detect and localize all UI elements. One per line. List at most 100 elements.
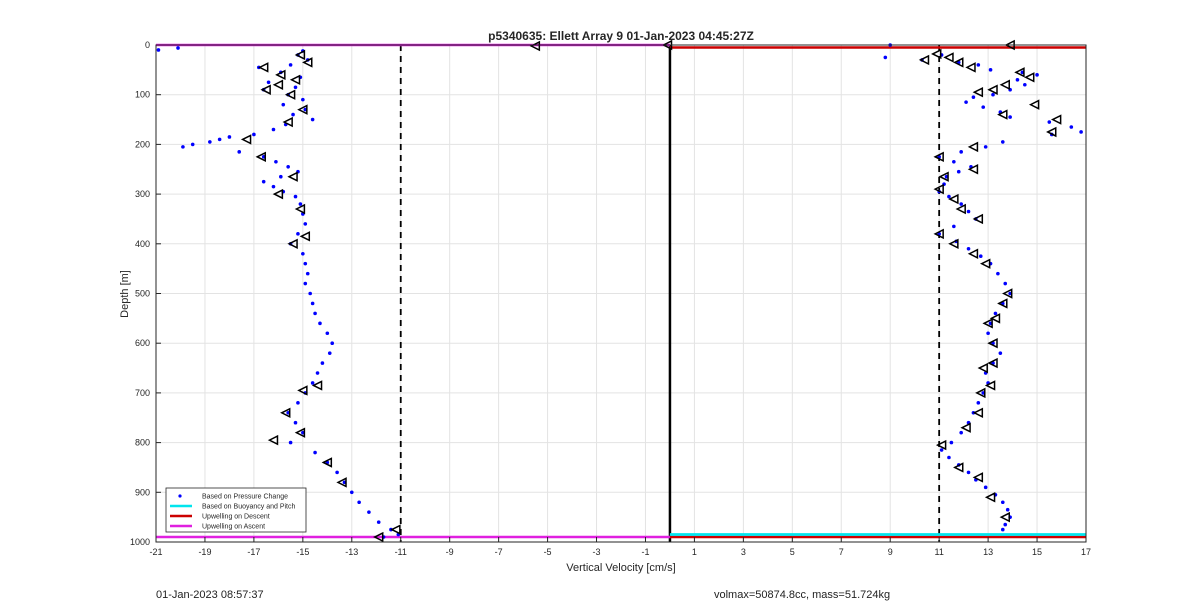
pressure-change-point (939, 448, 944, 452)
pressure-change-point (1015, 77, 1020, 82)
pressure-change-point (367, 510, 371, 514)
pressure-change-point (952, 224, 956, 229)
pressure-change-point (1008, 115, 1012, 119)
buoyancy-pitch-marker (302, 57, 313, 68)
buoyancy-pitch-marker (289, 74, 301, 86)
buoyancy-pitch-marker (1028, 99, 1040, 110)
buoyancy-pitch-marker (972, 472, 984, 483)
pressure-change-point (274, 159, 278, 164)
pressure-change-point (971, 95, 976, 99)
buoyancy-pitch-marker (931, 48, 942, 60)
buoyancy-pitch-marker (984, 492, 996, 503)
buoyancy-pitch-marker (260, 84, 271, 95)
pressure-change-point (1000, 140, 1005, 144)
buoyancy-pitch-marker (280, 407, 291, 418)
x-axis-ticks: -21 -19 -17 -15 -13 -11 -9 -7 -5 -3 -1 1 3 5 7 9 11 13 15 1… (149, 537, 1091, 557)
buoyancy-pitch-marker (933, 228, 944, 240)
pressure-change-point (303, 222, 308, 226)
pressure-change-point (308, 291, 312, 296)
reference-lines (399, 45, 941, 542)
y-tick-label: 0 (145, 40, 150, 50)
buoyancy-pitch-marker (984, 380, 996, 391)
buoyancy-pitch-marker (1024, 72, 1035, 83)
pressure-change-point (293, 194, 298, 199)
pressure-change-point (883, 55, 888, 60)
pressure-change-point (279, 174, 283, 179)
buoyancy-pitch-marker (272, 79, 284, 90)
pressure-change-point (998, 351, 1003, 355)
pressure-change-point (296, 401, 300, 405)
pressure-change-point (1069, 125, 1074, 129)
x-tick-label: 13 (983, 547, 993, 557)
buoyancy-pitch-marker (390, 524, 401, 535)
buoyancy-pitch-marker (997, 298, 1008, 309)
pressure-change-point (976, 63, 981, 67)
x-tick-label: -7 (495, 547, 503, 557)
x-tick-label: -17 (247, 547, 260, 557)
y-tick-label: 1000 (130, 537, 150, 547)
pressure-change-point (176, 46, 180, 50)
buoyancy-pitch-marker (272, 188, 284, 200)
pressure-change-point (313, 311, 317, 316)
buoyancy-pitch-marker (987, 84, 998, 95)
buoyancy-pitch-marker (999, 511, 1010, 523)
buoyancy-pitch-marker (255, 151, 266, 163)
pressure-change-point (993, 311, 998, 316)
pressure-change-point (959, 430, 963, 435)
y-tick-label: 600 (135, 338, 150, 348)
pressure-change-point (227, 135, 232, 139)
buoyancy-pitch-marker (933, 183, 944, 195)
pressure-change-point (291, 112, 295, 117)
buoyancy-pitch-marker (953, 57, 964, 68)
pressure-change-point (217, 137, 222, 142)
pressure-change-point (1023, 82, 1027, 87)
pressure-change-point (237, 150, 242, 154)
pressure-change-point (208, 140, 212, 144)
pressure-change-point (320, 361, 325, 365)
buoyancy-pitch-marker (960, 422, 971, 433)
buoyancy-pitch-marker (967, 248, 979, 259)
pressure-change-point (310, 301, 315, 306)
pressure-change-point (966, 246, 971, 251)
buoyancy-pitch-marker (373, 531, 384, 543)
pressure-change-point (335, 470, 339, 475)
pressure-change-point (271, 184, 276, 189)
pressure-change-point (983, 485, 988, 490)
pressure-change-point (281, 102, 286, 107)
pressure-change-point (261, 179, 266, 184)
x-tick-label: 5 (790, 547, 795, 557)
x-tick-label: 9 (888, 547, 893, 557)
footer-float-specs: volmax=50874.8cc, mass=51.724kg (714, 589, 891, 601)
buoyancy-pitch-marker (955, 203, 966, 215)
x-tick-label: -9 (446, 547, 454, 557)
pressure-change-point (996, 271, 1000, 276)
buoyancy-pitch-marker (287, 171, 298, 182)
pressure-change-point (966, 209, 971, 214)
pressure-change-point (327, 351, 332, 355)
buoyancy-pitch-marker (972, 407, 984, 418)
chart-title: p5340635: Ellett Array 9 01-Jan-2023 04:… (488, 29, 754, 43)
pressure-change-point (301, 251, 305, 256)
pressure-change-point (293, 85, 298, 90)
pressure-change-point (303, 281, 308, 286)
y-tick-label: 100 (135, 90, 150, 100)
x-tick-label: -3 (593, 547, 601, 557)
buoyancy-pitch-marker (1050, 114, 1062, 125)
y-tick-label: 700 (135, 388, 150, 398)
pressure-change-point (947, 455, 951, 460)
buoyancy-pitch-marker (267, 434, 279, 446)
footer-timestamp: 01-Jan-2023 08:57:37 (156, 589, 264, 601)
pressure-change-point (988, 68, 993, 72)
x-tick-label: -21 (149, 547, 162, 557)
pressure-change-point (288, 63, 293, 67)
legend-label: Upwelling on Ascent (202, 524, 265, 531)
pressure-change-point (330, 341, 335, 346)
pressure-change-point (1047, 120, 1052, 124)
y-axis-label: Depth [m] (119, 270, 131, 318)
buoyancy-pitch-marker (294, 427, 306, 438)
pressure-change-point (349, 490, 354, 495)
pressure-change-point (303, 261, 308, 266)
buoyancy-pitch-marker (999, 79, 1010, 90)
pressure-change-point (983, 145, 988, 149)
buoyancy-pitch-marker (972, 213, 984, 225)
